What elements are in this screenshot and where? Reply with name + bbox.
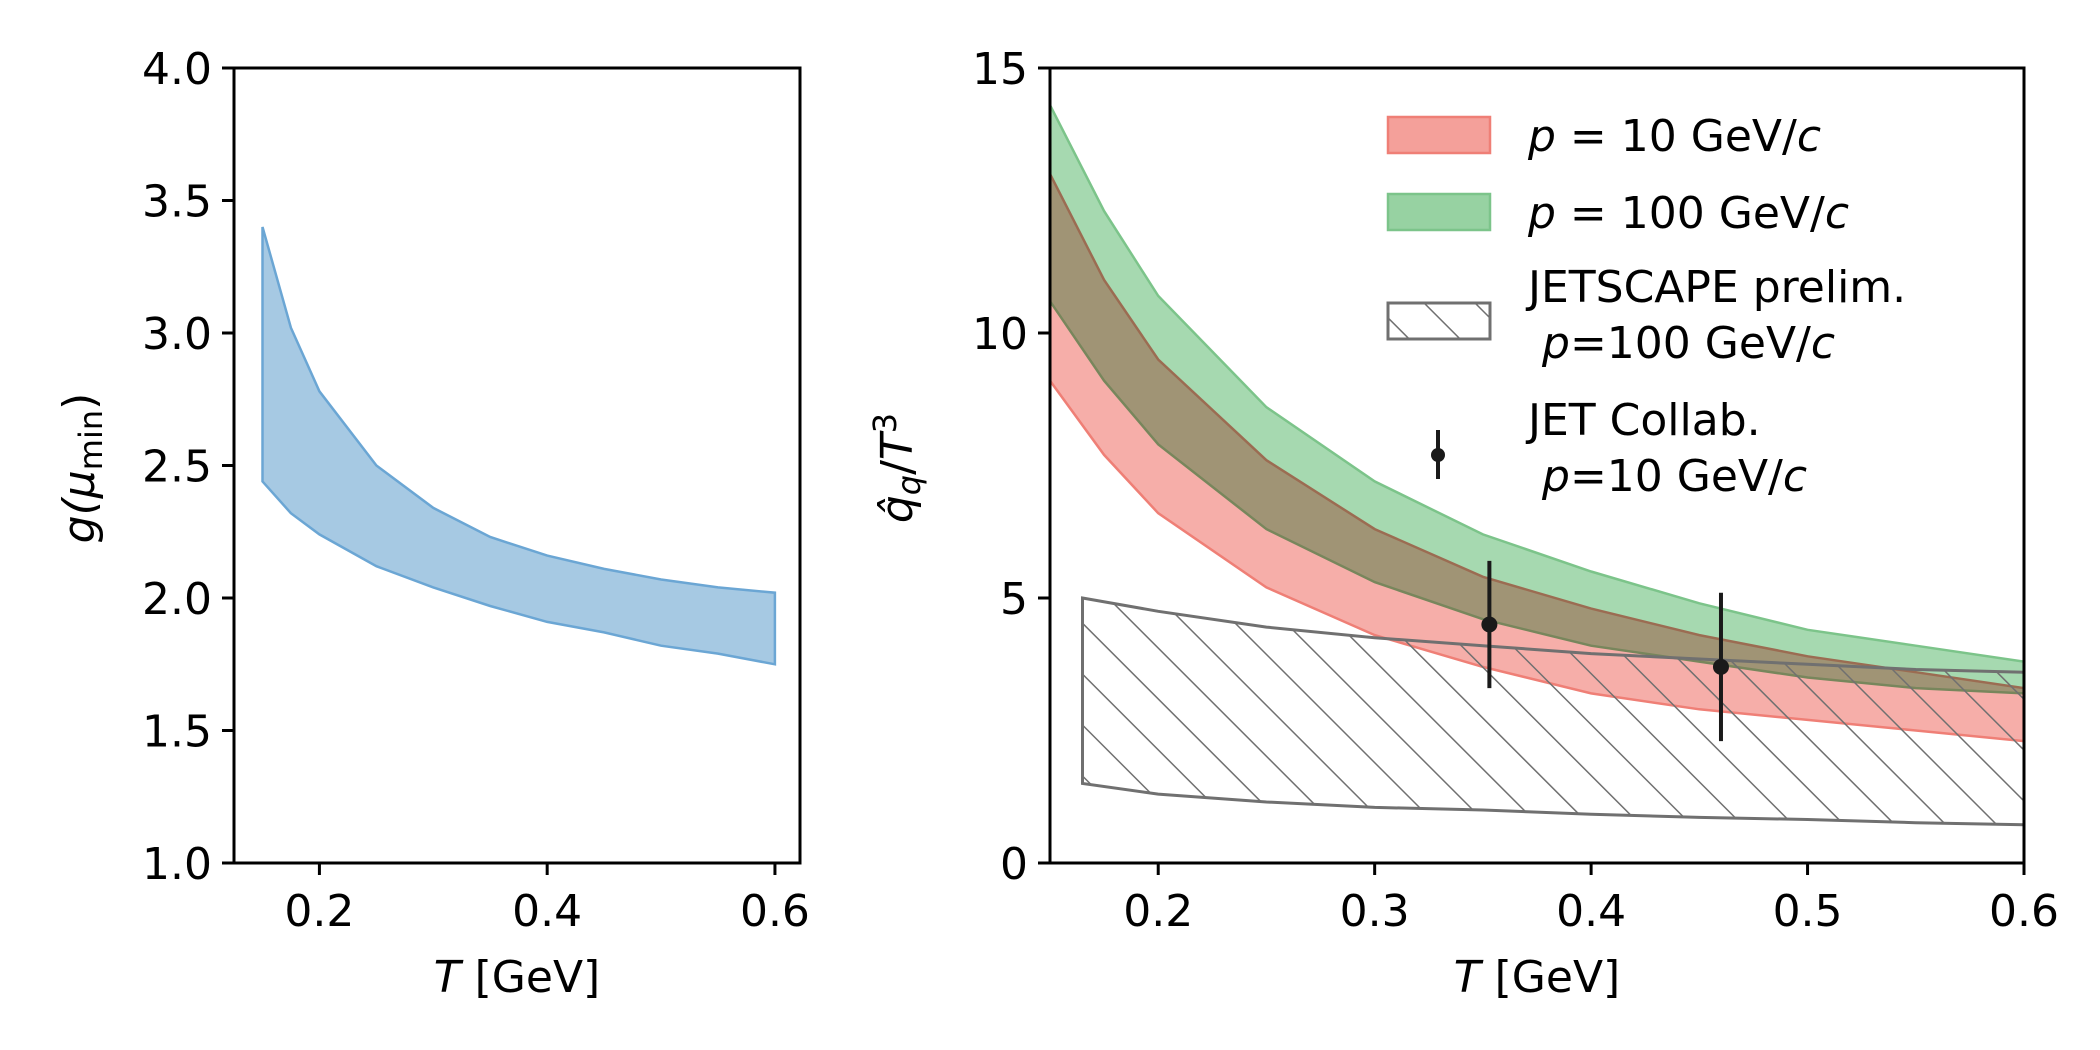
left-y-tick-label: 3.0 [142,309,212,360]
right-y-ticks: 0 5 10 15 [972,44,1050,890]
legend: p = 10 GeV/c p = 100 GeV/c JETSCAPE prel… [1386,111,1906,502]
right-band-p-100-gev-c [1050,104,2024,695]
left-x-tick-label: 0.2 [284,886,354,937]
legend-label-jetscape-line1: JETSCAPE prelim. [1525,262,1906,313]
legend-label-p10: p = 10 GeV/c [1527,111,1821,162]
left-x-ticks: 0.2 0.4 0.6 [284,863,810,937]
right-y-tick-label: 15 [972,44,1028,95]
left-x-tick-label: 0.4 [512,886,582,937]
right-y-tick-label: 0 [1000,839,1028,890]
legend-swatch-p10 [1386,115,1492,155]
legend-swatch-jetscape [1386,301,1492,341]
jet-data-point-1 [1712,658,1729,675]
jet-data-point-0 [1481,616,1498,633]
legend-label-jetscape-line2: p=100 GeV/c [1541,318,1835,369]
right-x-axis-label: T [GeV] [1454,952,1620,1003]
left-y-ticks: 1.0 1.5 2.0 2.5 3.0 3.5 4.0 [142,44,234,890]
right-x-tick-label: 0.6 [1989,886,2059,937]
left-y-tick-label: 2.5 [142,442,212,493]
right-x-ticks: 0.2 0.3 0.4 0.5 0.6 [1123,863,2059,937]
left-y-tick-label: 1.0 [142,839,212,890]
left-plot-area [261,226,777,666]
legend-label-p100: p = 100 GeV/c [1527,188,1849,239]
legend-label-jet-line2: p=10 GeV/c [1541,451,1807,502]
legend-swatch-p100 [1386,192,1492,232]
legend-marker-jet [1431,448,1445,462]
right-band-jetscape-prelim [1081,596,2024,827]
left-x-tick-label: 0.6 [740,886,810,937]
left-y-tick-label: 3.5 [142,177,212,228]
right-x-tick-label: 0.3 [1340,886,1410,937]
right-panel: 0.2 0.3 0.4 0.5 0.6 0 5 10 15 T [GeV] q̂q/T3 p … [866,44,2059,1003]
left-y-axis-label: g(μmin) [54,393,110,544]
right-y-axis-label: q̂q/T3 [866,413,928,523]
left-y-tick-label: 4.0 [142,44,212,95]
right-plot-area [1050,104,2024,827]
left-y-tick-label: 2.0 [142,574,212,625]
left-x-axis-label: T [GeV] [434,952,600,1003]
left-panel: 0.2 0.4 0.6 1.01.52.02.53.03.54.0 T [GeV] … [54,44,810,1003]
right-axes-frame [1048,66,2026,865]
right-y-tick-label: 10 [972,309,1028,360]
right-y-tick-label: 5 [1000,574,1028,625]
right-x-tick-label: 0.2 [1123,886,1193,937]
legend-label-jet-line1: JET Collab. [1525,395,1761,446]
right-x-tick-label: 0.5 [1773,886,1843,937]
right-x-tick-label: 0.4 [1556,886,1626,937]
left-band-series-0 [261,226,777,666]
left-y-tick-label: 1.5 [142,707,212,758]
